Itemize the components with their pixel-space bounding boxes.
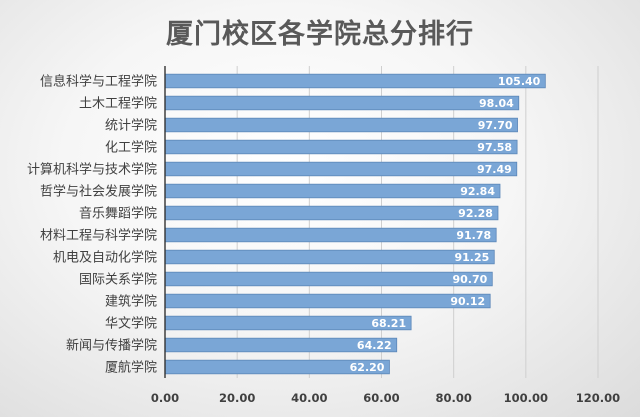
bar	[164, 227, 497, 243]
value-label: 91.78	[456, 229, 491, 242]
category-label: 化工学院	[105, 140, 157, 156]
value-label: 90.70	[452, 273, 487, 286]
x-tick-label: 40.00	[291, 391, 327, 405]
category-label: 机电及自动化学院	[53, 250, 157, 266]
category-label: 新闻与传播学院	[66, 338, 157, 354]
x-tick-label: 100.00	[504, 391, 548, 405]
bar	[164, 249, 495, 265]
chart-title: 厦门校区各学院总分排行	[166, 19, 474, 50]
bar	[164, 95, 520, 111]
value-label: 68.21	[371, 317, 406, 330]
category-label: 土木工程学院	[79, 96, 157, 112]
x-tick-label: 20.00	[219, 391, 255, 405]
value-label: 97.58	[477, 141, 512, 154]
value-label: 97.49	[477, 163, 512, 176]
category-label: 信息科学与工程学院	[40, 74, 157, 90]
value-label: 105.40	[498, 75, 541, 88]
bar	[164, 183, 501, 199]
category-label: 建筑学院	[105, 294, 157, 310]
x-tick-label: 0.00	[151, 391, 179, 405]
value-label: 91.25	[454, 251, 489, 264]
x-tick-label: 120.00	[576, 391, 620, 405]
bar	[164, 271, 493, 287]
category-label: 厦航学院	[105, 360, 157, 376]
category-label: 哲学与社会发展学院	[40, 184, 157, 200]
category-label: 华文学院	[105, 316, 157, 332]
x-tick-label: 80.00	[435, 391, 471, 405]
category-label: 统计学院	[105, 118, 157, 134]
value-label: 92.84	[460, 185, 495, 198]
value-label: 90.12	[450, 295, 485, 308]
category-label: 音乐舞蹈学院	[79, 206, 157, 222]
category-label: 国际关系学院	[79, 272, 157, 288]
bar	[164, 205, 499, 221]
value-label: 62.20	[350, 361, 385, 374]
value-label: 92.28	[458, 207, 493, 220]
value-label: 98.04	[479, 97, 514, 110]
bar	[164, 117, 518, 133]
bar	[164, 293, 491, 309]
bar	[164, 139, 518, 155]
value-label: 64.22	[357, 339, 392, 352]
bar	[164, 73, 546, 89]
bar	[164, 161, 518, 177]
category-label: 计算机科学与技术学院	[27, 162, 157, 178]
category-label: 材料工程与科学学院	[40, 228, 157, 244]
x-tick-label: 60.00	[363, 391, 399, 405]
value-label: 97.70	[478, 119, 513, 132]
